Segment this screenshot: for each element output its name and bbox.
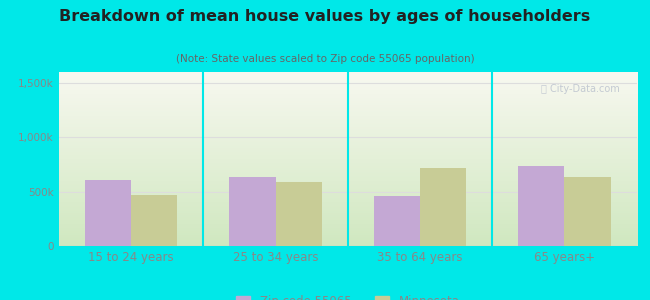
Bar bbox=[229, 177, 276, 246]
Text: Breakdown of mean house values by ages of householders: Breakdown of mean house values by ages o… bbox=[59, 9, 591, 24]
Text: ⓘ City-Data.com: ⓘ City-Data.com bbox=[541, 84, 619, 94]
Legend: Zip code 55065, Minnesota: Zip code 55065, Minnesota bbox=[231, 290, 464, 300]
Bar bbox=[564, 177, 611, 246]
Bar bbox=[276, 182, 322, 246]
Bar bbox=[518, 166, 564, 246]
Bar bbox=[84, 180, 131, 246]
Bar bbox=[420, 168, 466, 246]
Bar bbox=[374, 196, 420, 246]
Text: (Note: State values scaled to Zip code 55065 population): (Note: State values scaled to Zip code 5… bbox=[176, 54, 474, 64]
Bar bbox=[131, 195, 177, 246]
